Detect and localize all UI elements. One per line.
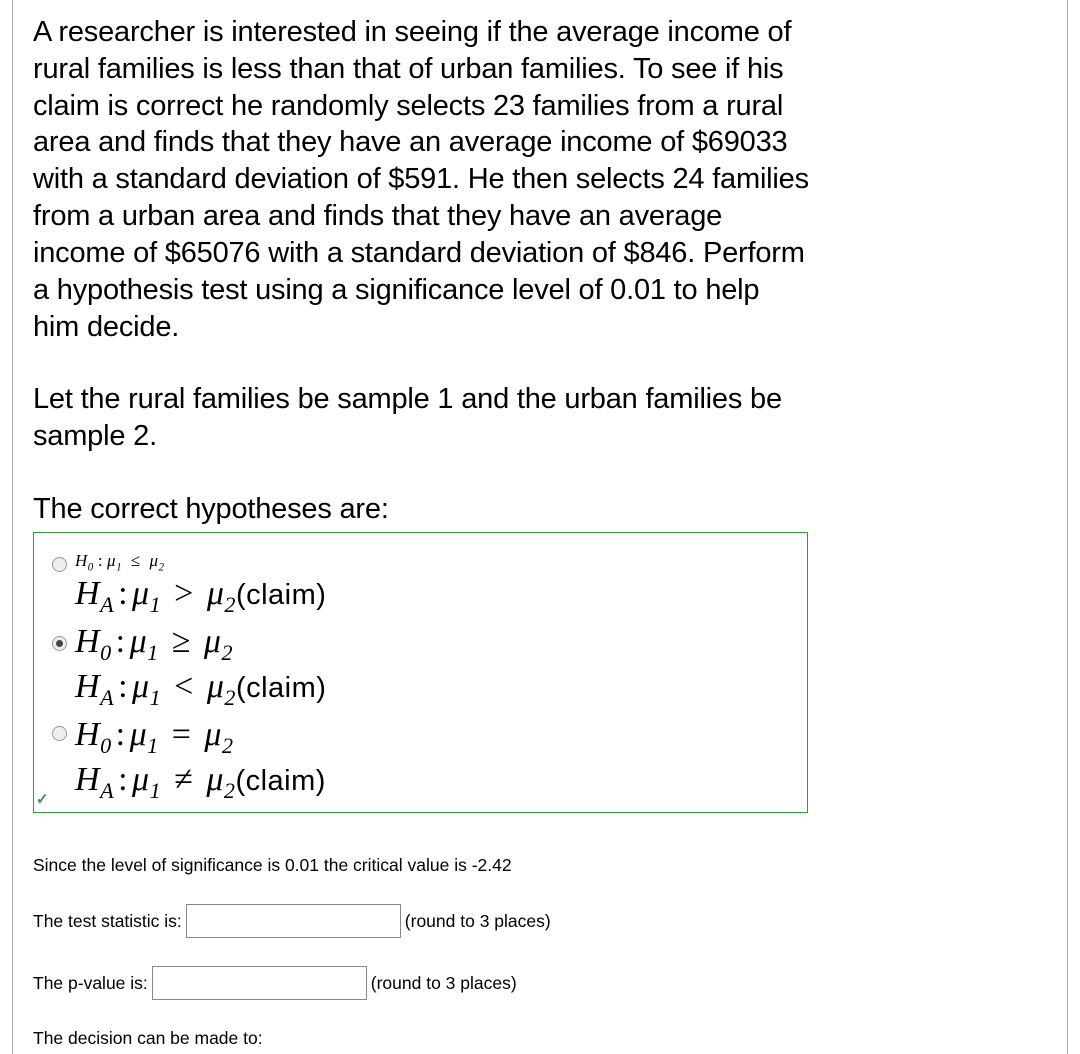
critical-value-text: Since the level of significance is 0.01 … bbox=[33, 855, 1047, 876]
problem-text: A researcher is interested in seeing if … bbox=[33, 14, 813, 528]
option-3[interactable]: H0:μ1 = μ2 HA:μ1 ≠ μ2(claim) bbox=[52, 714, 789, 805]
test-stat-input[interactable] bbox=[186, 904, 401, 938]
option-1-content: H0:μ1 ≤ μ2 HA:μ1 > μ2(claim) bbox=[75, 551, 326, 619]
option-1[interactable]: H0:μ1 ≤ μ2 HA:μ1 > μ2(claim) bbox=[52, 551, 789, 619]
test-stat-label: The test statistic is: bbox=[33, 911, 182, 932]
test-stat-suffix: (round to 3 places) bbox=[405, 911, 551, 932]
radio-3[interactable] bbox=[52, 726, 67, 741]
option-3-ha: HA:μ1 ≠ μ2(claim) bbox=[75, 759, 326, 804]
pvalue-label: The p-value is: bbox=[33, 973, 148, 994]
option-2-ha: HA:μ1 < μ2(claim) bbox=[75, 666, 326, 711]
p-value-row: The p-value is: (round to 3 places) bbox=[33, 966, 1047, 1000]
option-3-content: H0:μ1 = μ2 HA:μ1 ≠ μ2(claim) bbox=[75, 714, 326, 805]
paragraph-3: The correct hypotheses are: bbox=[33, 491, 813, 528]
option-2[interactable]: H0:μ1 ≥ μ2 HA:μ1 < μ2(claim) bbox=[52, 621, 789, 712]
hypothesis-options-box: H0:μ1 ≤ μ2 HA:μ1 > μ2(claim) H0:μ1 ≥ μ2 … bbox=[33, 532, 808, 813]
check-icon: ✓ bbox=[36, 790, 49, 808]
paragraph-1: A researcher is interested in seeing if … bbox=[33, 14, 813, 345]
decision-text: The decision can be made to: bbox=[33, 1028, 1047, 1049]
radio-1[interactable] bbox=[52, 557, 67, 572]
option-2-h0: H0:μ1 ≥ μ2 bbox=[75, 621, 326, 666]
option-3-h0: H0:μ1 = μ2 bbox=[75, 714, 326, 759]
pvalue-input[interactable] bbox=[152, 966, 367, 1000]
option-1-h0: H0:μ1 ≤ μ2 bbox=[75, 551, 326, 573]
radio-2[interactable] bbox=[52, 636, 67, 651]
option-2-content: H0:μ1 ≥ μ2 HA:μ1 < μ2(claim) bbox=[75, 621, 326, 712]
test-statistic-row: The test statistic is: (round to 3 place… bbox=[33, 904, 1047, 938]
pvalue-suffix: (round to 3 places) bbox=[371, 973, 517, 994]
option-1-ha: HA:μ1 > μ2(claim) bbox=[75, 573, 326, 618]
page-wrap: A researcher is interested in seeing if … bbox=[12, 0, 1068, 1054]
paragraph-2: Let the rural families be sample 1 and t… bbox=[33, 381, 813, 455]
